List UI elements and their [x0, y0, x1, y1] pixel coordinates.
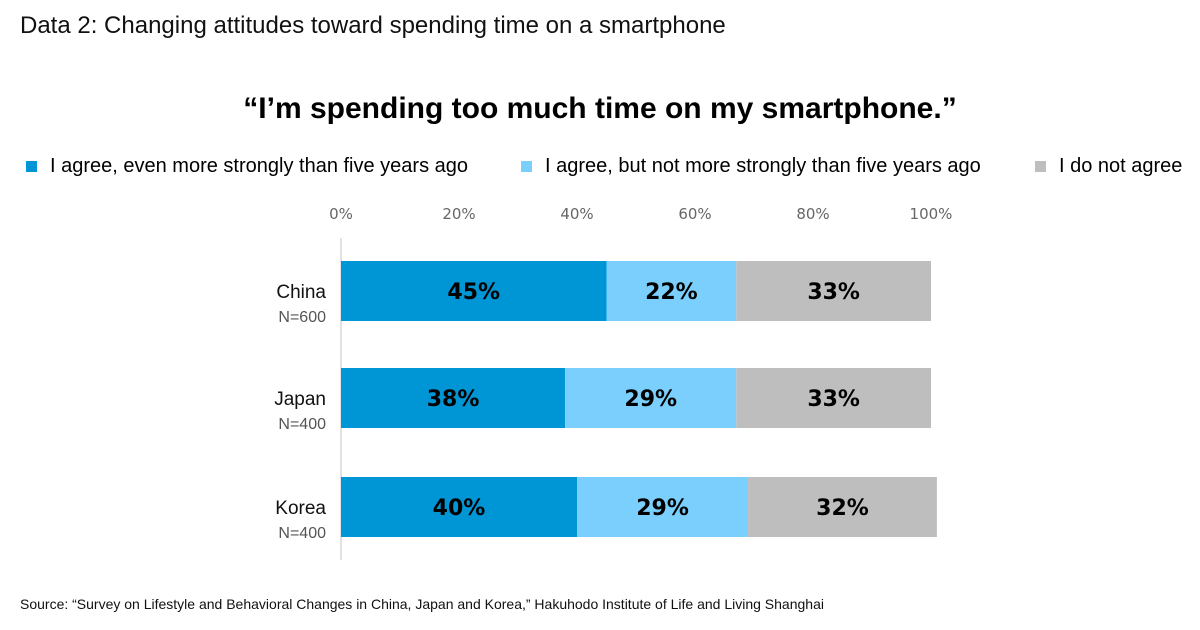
data-label: 22%	[645, 280, 698, 305]
legend-label-agree-not-more: I agree, but not more strongly than five…	[545, 155, 981, 177]
legend: I agree, even more strongly than five ye…	[0, 155, 1200, 179]
category-label: Japan	[274, 389, 326, 410]
x-tick-label: 0%	[329, 205, 353, 223]
x-tick-label: 60%	[678, 205, 711, 223]
bar-segment	[736, 261, 931, 321]
chart-title: “I’m spending too much time on my smartp…	[243, 92, 957, 125]
sample-size-label: N=400	[278, 525, 326, 542]
page-title: Data 2: Changing attitudes toward spendi…	[20, 12, 726, 39]
data-label: 32%	[816, 496, 869, 521]
data-label: 29%	[636, 496, 689, 521]
bar-segment	[736, 368, 931, 428]
legend-item-agree-not-more: I agree, but not more strongly than five…	[521, 155, 981, 178]
data-label: 33%	[807, 387, 860, 412]
bar-segment	[341, 368, 566, 428]
legend-item-do-not-agree: I do not agree	[1035, 155, 1182, 178]
sample-size-label: N=600	[278, 309, 326, 326]
category-label: Korea	[275, 498, 326, 519]
bar-segment	[341, 261, 607, 321]
bar-segment	[577, 477, 749, 537]
bar-segment	[565, 368, 737, 428]
x-tick-label: 40%	[560, 205, 593, 223]
legend-swatch-do-not-agree	[1035, 161, 1046, 172]
legend-swatch-agree-not-more	[521, 161, 532, 172]
category-label: China	[276, 282, 326, 303]
source-note: Source: “Survey on Lifestyle and Behavio…	[20, 596, 824, 612]
data-label: 33%	[807, 280, 860, 305]
data-label: 29%	[624, 387, 677, 412]
data-label: 38%	[427, 387, 480, 412]
bar-segment	[341, 477, 577, 537]
data-label: 40%	[433, 496, 486, 521]
legend-label-do-not-agree: I do not agree	[1059, 155, 1183, 177]
legend-swatch-agree-more	[26, 161, 37, 172]
x-tick-label: 80%	[796, 205, 829, 223]
sample-size-label: N=400	[278, 416, 326, 433]
data-label: 45%	[447, 280, 500, 305]
legend-item-agree-more: I agree, even more strongly than five ye…	[26, 155, 468, 178]
x-tick-label: 100%	[910, 205, 953, 223]
bar-segment	[748, 477, 937, 537]
legend-label-agree-more: I agree, even more strongly than five ye…	[50, 155, 469, 177]
x-tick-label: 20%	[442, 205, 475, 223]
bar-segment	[606, 261, 737, 321]
